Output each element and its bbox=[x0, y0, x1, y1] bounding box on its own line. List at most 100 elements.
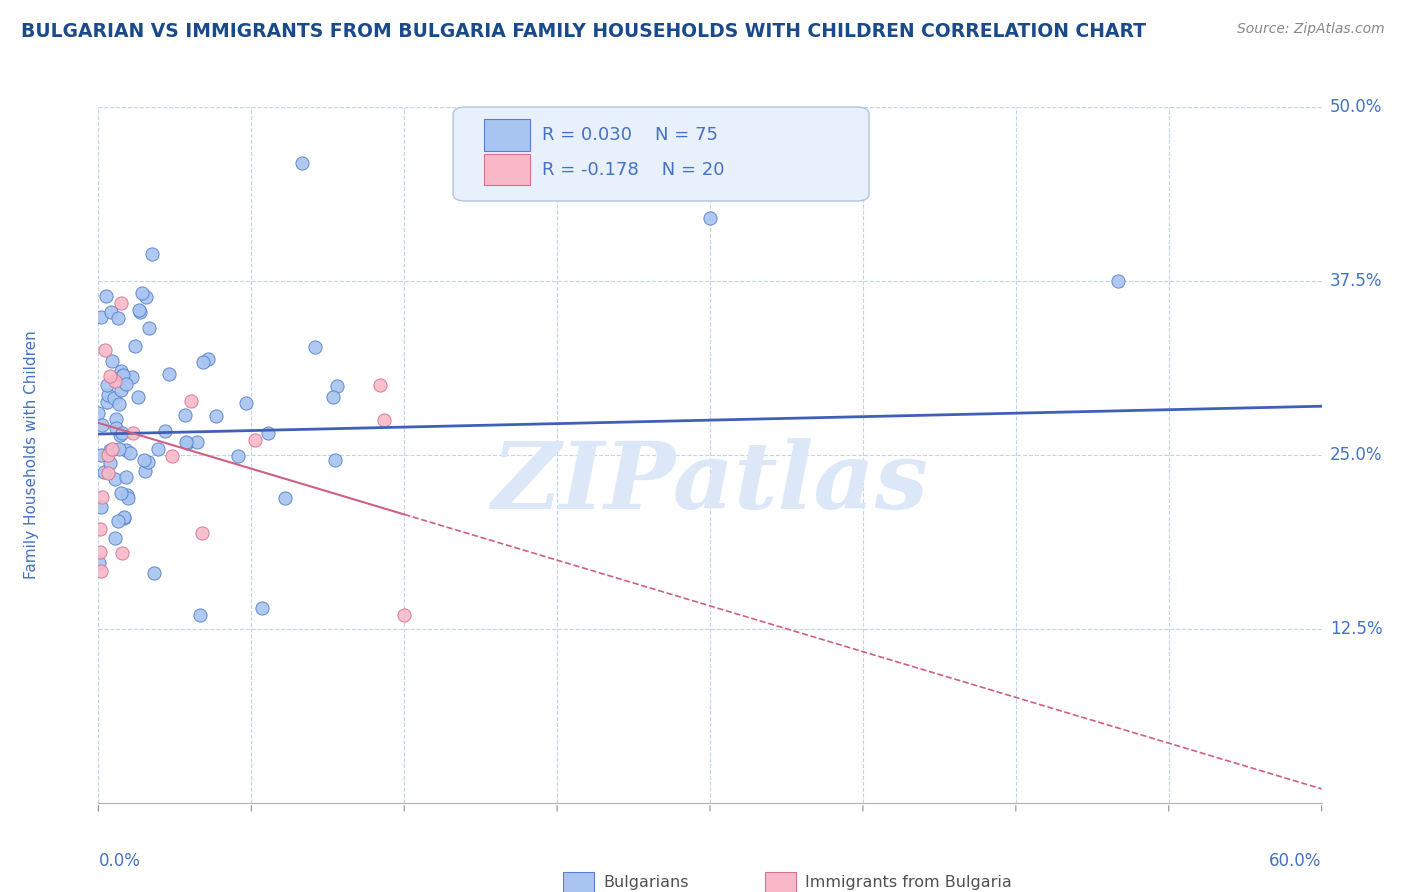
Point bbox=[90, 448, 112, 462]
Point bbox=[97, 467, 120, 481]
Text: R = -0.178    N = 20: R = -0.178 N = 20 bbox=[543, 161, 725, 178]
Text: Immigrants from Bulgaria: Immigrants from Bulgaria bbox=[806, 875, 1012, 890]
Point bbox=[146, 442, 169, 456]
Point bbox=[108, 397, 131, 411]
Point bbox=[112, 511, 135, 525]
Point bbox=[94, 288, 117, 302]
Point bbox=[98, 443, 121, 458]
Text: Family Households with Children: Family Households with Children bbox=[24, 331, 38, 579]
Point bbox=[131, 286, 153, 301]
Point bbox=[141, 247, 163, 261]
Point bbox=[323, 452, 346, 467]
Point bbox=[162, 449, 184, 463]
Point bbox=[291, 155, 314, 169]
Point bbox=[153, 425, 176, 439]
Point bbox=[114, 376, 136, 391]
Point bbox=[121, 370, 143, 384]
Text: 0.0%: 0.0% bbox=[98, 852, 141, 870]
Point bbox=[134, 464, 156, 478]
Point bbox=[104, 374, 127, 388]
Point bbox=[89, 522, 111, 536]
Point bbox=[104, 421, 127, 435]
Text: 25.0%: 25.0% bbox=[1330, 446, 1382, 464]
Bar bbox=[564, 871, 593, 892]
Text: 60.0%: 60.0% bbox=[1270, 852, 1322, 870]
Point bbox=[191, 355, 214, 369]
Point bbox=[96, 394, 118, 409]
Bar bbox=[484, 120, 530, 151]
Point bbox=[129, 305, 152, 319]
Point bbox=[228, 450, 250, 464]
Text: 50.0%: 50.0% bbox=[1330, 98, 1382, 116]
Point bbox=[174, 408, 197, 422]
Point bbox=[368, 378, 391, 392]
Point bbox=[93, 343, 115, 358]
Point bbox=[135, 290, 157, 304]
Point bbox=[112, 368, 135, 383]
Point bbox=[104, 531, 127, 545]
Point bbox=[114, 443, 136, 458]
Point bbox=[114, 469, 136, 483]
Point bbox=[188, 607, 212, 622]
Point bbox=[107, 515, 129, 529]
Point bbox=[197, 351, 219, 366]
Point bbox=[107, 310, 129, 325]
Point bbox=[176, 435, 198, 450]
Point bbox=[115, 488, 138, 502]
Point bbox=[138, 321, 160, 335]
Text: ZIPatlas: ZIPatlas bbox=[492, 438, 928, 528]
Point bbox=[235, 396, 257, 410]
Point bbox=[98, 369, 121, 384]
Point bbox=[111, 546, 134, 560]
Point bbox=[97, 388, 120, 402]
Point bbox=[110, 383, 132, 397]
Point bbox=[108, 427, 131, 442]
Point bbox=[325, 379, 347, 393]
Point bbox=[124, 339, 146, 353]
Point bbox=[111, 425, 134, 440]
Point bbox=[91, 490, 114, 504]
Point bbox=[101, 353, 124, 368]
Text: Source: ZipAtlas.com: Source: ZipAtlas.com bbox=[1237, 22, 1385, 37]
Point bbox=[103, 392, 125, 406]
Point bbox=[105, 411, 128, 425]
Point bbox=[98, 456, 121, 470]
FancyBboxPatch shape bbox=[453, 107, 869, 201]
Text: Bulgarians: Bulgarians bbox=[603, 875, 689, 890]
Point bbox=[250, 601, 273, 615]
Point bbox=[110, 364, 132, 378]
Point bbox=[186, 434, 208, 449]
Point bbox=[257, 426, 280, 441]
Point bbox=[110, 368, 132, 383]
Point bbox=[90, 310, 112, 324]
Point bbox=[180, 393, 202, 408]
Text: 12.5%: 12.5% bbox=[1330, 620, 1382, 638]
Point bbox=[304, 340, 326, 354]
Point bbox=[97, 448, 120, 462]
Point bbox=[205, 409, 228, 424]
Point bbox=[143, 566, 166, 580]
Text: 37.5%: 37.5% bbox=[1330, 272, 1382, 290]
Point bbox=[110, 486, 132, 500]
Point bbox=[90, 564, 112, 578]
Point bbox=[90, 500, 112, 515]
Text: R = 0.030    N = 75: R = 0.030 N = 75 bbox=[543, 126, 718, 144]
Point bbox=[91, 418, 114, 433]
Point bbox=[136, 455, 159, 469]
Point bbox=[93, 465, 115, 479]
Point bbox=[96, 378, 118, 392]
Point bbox=[392, 607, 416, 622]
Point bbox=[157, 367, 180, 381]
Point bbox=[118, 446, 141, 460]
Text: BULGARIAN VS IMMIGRANTS FROM BULGARIA FAMILY HOUSEHOLDS WITH CHILDREN CORRELATIO: BULGARIAN VS IMMIGRANTS FROM BULGARIA FA… bbox=[21, 22, 1146, 41]
Point bbox=[191, 526, 214, 541]
Point bbox=[127, 390, 149, 404]
Point bbox=[132, 453, 155, 467]
Point bbox=[101, 442, 124, 456]
Point bbox=[373, 413, 395, 427]
Point bbox=[100, 305, 122, 319]
Point bbox=[1107, 274, 1129, 288]
Bar bbox=[484, 154, 530, 186]
Point bbox=[89, 556, 111, 570]
Point bbox=[89, 544, 111, 558]
